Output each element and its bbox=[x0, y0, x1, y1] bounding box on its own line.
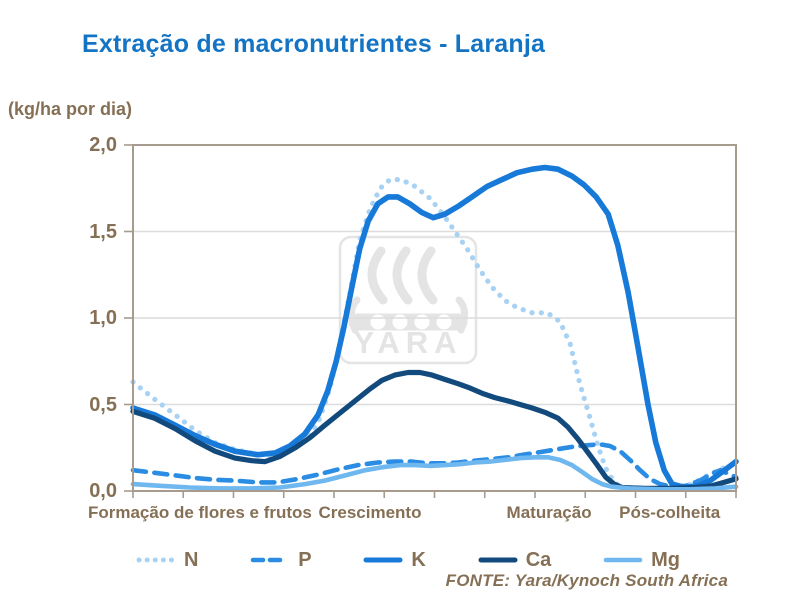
legend-label-N: N bbox=[184, 548, 199, 571]
legend-swatch-Ca bbox=[478, 557, 518, 563]
watermark-text: YARA bbox=[354, 325, 463, 360]
x-stage-label: Formação de flores e frutos bbox=[87, 503, 312, 522]
watermark-box bbox=[338, 235, 478, 365]
y-axis-unit-label: (kg/ha por dia) bbox=[8, 99, 133, 119]
y-tick-label: 0,5 bbox=[89, 393, 117, 416]
x-stage-label: Maturação bbox=[506, 503, 592, 522]
source-note: FONTE: Yara/Kynoch South Africa bbox=[445, 571, 728, 590]
series-line-K bbox=[130, 164, 739, 491]
series-lines bbox=[130, 164, 739, 492]
legend-swatch-K bbox=[363, 557, 403, 563]
series-line-Mg bbox=[130, 455, 739, 492]
y-tick-label: 0,0 bbox=[89, 480, 117, 502]
legend-item-K: K bbox=[362, 548, 426, 572]
y-tick-label: 1,5 bbox=[89, 220, 117, 243]
legend-item-Mg: Mg bbox=[602, 549, 680, 572]
legend-label-Mg: Mg bbox=[651, 548, 680, 571]
page-title: Extração de macronutrientes - Laranja bbox=[82, 30, 546, 58]
series-line-P bbox=[130, 442, 739, 489]
axes bbox=[124, 144, 737, 498]
series-line-Ca bbox=[130, 369, 739, 491]
legend-label-P: P bbox=[298, 548, 312, 571]
legend-swatch-N bbox=[136, 557, 176, 563]
y-tick-label: 1,0 bbox=[89, 307, 117, 329]
legend-swatch-Mg bbox=[603, 557, 643, 563]
legend-label-Ca: Ca bbox=[525, 548, 552, 571]
chart-plot: YARA bbox=[124, 144, 739, 498]
legend-item-Ca: Ca bbox=[477, 548, 552, 572]
legend-item-N: N bbox=[135, 549, 198, 572]
legend-item-P: P bbox=[249, 548, 312, 572]
x-stage-label: Crescimento bbox=[318, 503, 422, 522]
chart-legend: N P K Ca Mg bbox=[135, 546, 680, 574]
legend-swatch-P bbox=[250, 557, 290, 563]
x-stage-label: Pós-colheita bbox=[619, 503, 721, 522]
y-tick-label: 2,0 bbox=[89, 134, 117, 156]
legend-label-K: K bbox=[411, 548, 426, 571]
